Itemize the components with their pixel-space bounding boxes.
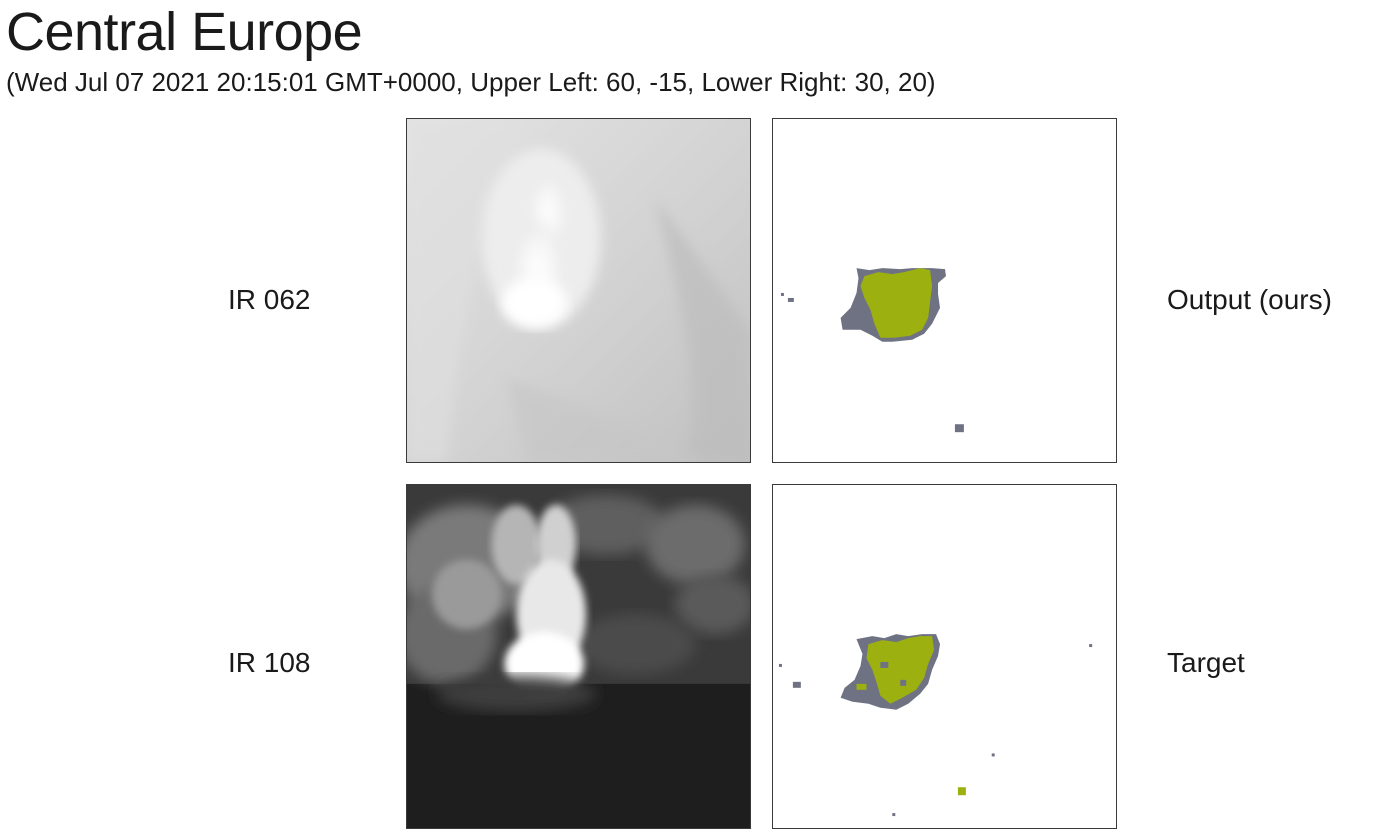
row-label-ir062: IR 062 [228, 284, 311, 315]
target-mask-panel [772, 484, 1117, 829]
ir062-satellite-image [407, 119, 750, 462]
row-label-ir108: IR 108 [228, 647, 311, 678]
output-mask-panel [772, 118, 1117, 463]
row-label-output: Output (ours) [1167, 284, 1332, 315]
ir108-satellite-image [407, 485, 750, 828]
row-label-target: Target [1167, 647, 1245, 678]
target-mask-image [773, 485, 1116, 828]
output-mask-image [773, 119, 1116, 462]
page-subtitle: (Wed Jul 07 2021 20:15:01 GMT+0000, Uppe… [6, 67, 936, 97]
page-title: Central Europe [6, 2, 363, 62]
ir108-image-panel [406, 484, 751, 829]
ir062-image-panel [406, 118, 751, 463]
